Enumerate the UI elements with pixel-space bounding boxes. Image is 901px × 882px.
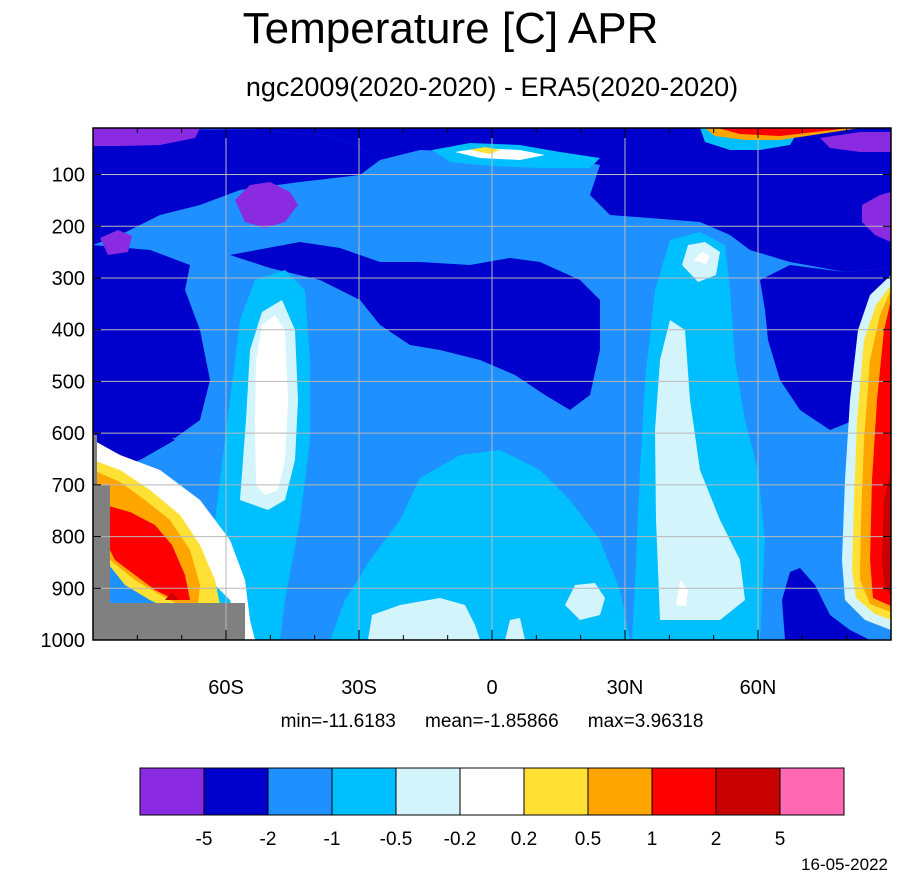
colorbar-box [459, 767, 525, 816]
stats-max: max=3.96318 [587, 711, 704, 732]
colorbar-label: 0.5 [575, 829, 601, 850]
region-dark-blue-sw [93, 392, 175, 470]
region-pale-lower-zero [505, 618, 525, 640]
colorbar-label: -2 [260, 829, 277, 850]
y-tick-label: 600 [52, 423, 85, 445]
colorbar-box [587, 767, 653, 816]
y-tick-label: 1000 [41, 630, 86, 652]
region-white-tropics-n [676, 580, 688, 606]
region-dark-red-sw [165, 592, 178, 600]
colorbar-box [651, 767, 717, 816]
region-dark-red-east-edge [882, 470, 891, 595]
date-label: 16-05-2022 [801, 855, 888, 874]
y-tick-label: 100 [52, 165, 85, 187]
colorbar-box [395, 767, 461, 816]
chart-subtitle: ngc2009(2020-2020) - ERA5(2020-2020) [245, 72, 739, 102]
region-dark-blue-se [782, 568, 870, 640]
region-dark-blue-west [93, 245, 210, 438]
region-red-sw [105, 505, 190, 600]
region-red-ne [718, 128, 850, 136]
region-purple-upper [235, 182, 298, 228]
x-tick-label: 60S [208, 677, 244, 699]
region-dark-blue-left [93, 128, 380, 245]
grid-lines [93, 128, 891, 640]
region-dark-blue-upper [93, 128, 891, 272]
colorbar-label: -5 [196, 829, 213, 850]
colorbar-label: 5 [775, 829, 786, 850]
colorbar-box [331, 767, 397, 816]
colorbar-label: 1 [647, 829, 658, 850]
x-tick-label: 30N [607, 677, 644, 699]
colorbar: -5 -2 -1 -0.5 -0.2 0.2 0.5 1 2 5 [139, 767, 845, 850]
chart-title: Temperature [C] APR [242, 4, 659, 53]
colorbar-box [267, 767, 333, 816]
region-white-upper-n [694, 252, 710, 264]
colorbar-box [139, 767, 205, 816]
region-purple-right [862, 192, 891, 242]
region-pale-lower-center [368, 598, 480, 640]
x-tick-label: 0 [486, 677, 497, 699]
colorbar-box [523, 767, 589, 816]
stats-line: min=-11.6183 mean=-1.85866 max=3.96318 [0, 711, 901, 733]
region-purple-topleft [93, 128, 200, 146]
colorbar-box [715, 767, 781, 816]
region-purple-topright [820, 132, 891, 152]
colorbar-label: 0.2 [511, 829, 537, 850]
region-pale-tropics-n [655, 320, 745, 620]
colorbar-label: 2 [711, 829, 722, 850]
x-tick-label: 30S [341, 677, 377, 699]
y-tick-label: 400 [52, 320, 85, 342]
colorbar-label: -1 [324, 829, 341, 850]
colorbar-box [203, 767, 269, 816]
colorbar-label: -0.5 [380, 829, 413, 850]
colorbar-label: -0.2 [444, 829, 477, 850]
colorbar-box [779, 767, 845, 816]
region-purple-left [100, 230, 132, 255]
stats-min: min=-11.6183 [280, 711, 396, 732]
region-white-60s [255, 315, 288, 495]
stats-mean: mean=-1.85866 [425, 711, 559, 732]
x-tick-label: 60N [740, 677, 777, 699]
y-axis: 100 200 300 400 500 600 700 800 900 1000 [41, 165, 891, 652]
x-axis: 60S 30S 0 30N 60N [136, 128, 848, 699]
y-tick-label: 900 [52, 578, 85, 600]
y-tick-label: 800 [52, 527, 85, 549]
region-light-blue-lower [330, 450, 630, 640]
y-tick-label: 500 [52, 371, 85, 393]
y-tick-label: 300 [52, 268, 85, 290]
y-tick-label: 700 [52, 475, 85, 497]
region-dark-blue-mid [230, 242, 600, 410]
y-tick-label: 200 [52, 216, 85, 238]
region-pale-lower-east [565, 583, 605, 620]
missing-data-region [93, 435, 245, 640]
